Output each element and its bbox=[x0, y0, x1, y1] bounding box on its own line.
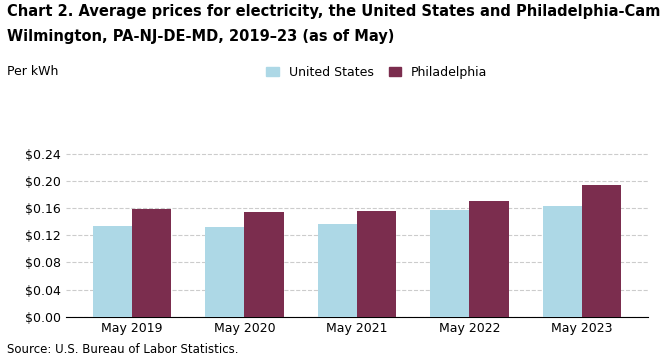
Bar bbox=[317, 224, 357, 317]
Bar bbox=[543, 206, 582, 317]
Bar bbox=[357, 211, 397, 317]
Bar bbox=[205, 227, 245, 317]
Text: Per kWh: Per kWh bbox=[7, 65, 58, 78]
Bar bbox=[582, 185, 621, 317]
Bar bbox=[469, 201, 509, 317]
Bar bbox=[132, 210, 171, 317]
Text: Chart 2. Average prices for electricity, the United States and Philadelphia-Camd: Chart 2. Average prices for electricity,… bbox=[7, 4, 661, 19]
Legend: United States, Philadelphia: United States, Philadelphia bbox=[266, 66, 487, 78]
Bar bbox=[93, 226, 132, 317]
Bar bbox=[245, 212, 284, 317]
Text: Source: U.S. Bureau of Labor Statistics.: Source: U.S. Bureau of Labor Statistics. bbox=[7, 343, 238, 356]
Text: Wilmington, PA-NJ-DE-MD, 2019–23 (as of May): Wilmington, PA-NJ-DE-MD, 2019–23 (as of … bbox=[7, 29, 394, 44]
Bar bbox=[430, 210, 469, 317]
